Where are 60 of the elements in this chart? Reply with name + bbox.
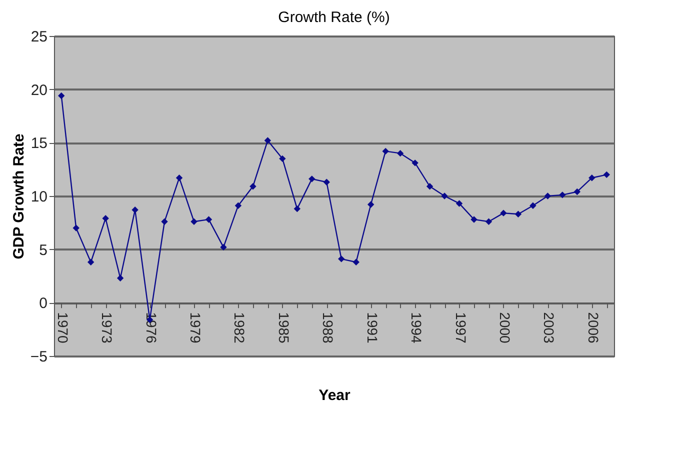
point: [500, 210, 507, 216]
point: [559, 192, 566, 198]
point: [485, 218, 492, 225]
point: [205, 216, 212, 223]
point: [396, 150, 404, 157]
point: [116, 274, 124, 282]
point: [87, 258, 94, 266]
point: [382, 148, 389, 155]
y-tick-label: 15: [30, 135, 48, 152]
point: [264, 137, 272, 144]
point: [132, 206, 138, 214]
x-tick-label: 1994: [408, 312, 425, 344]
point: [161, 218, 168, 225]
chart-title: Growth Rate (%): [278, 9, 390, 26]
y-tick-label: −5: [30, 348, 48, 366]
point: [544, 192, 552, 200]
x-tick-label: 1982: [232, 312, 248, 344]
x-tick-label: 2003: [541, 312, 558, 344]
point: [514, 210, 522, 218]
x-tick-label: 1997: [452, 312, 469, 344]
point: [426, 183, 434, 190]
point: [470, 216, 478, 223]
point: [294, 205, 301, 212]
point: [338, 256, 345, 262]
x-tick-label: 1991: [364, 312, 380, 344]
point: [574, 188, 581, 196]
point: [220, 244, 227, 251]
point: [603, 171, 610, 178]
x-axis-title: Year: [318, 387, 351, 404]
point: [441, 192, 448, 200]
y-axis-title: GDP Growth Rate: [10, 134, 28, 260]
x-tick-label: 1979: [188, 312, 204, 344]
point: [234, 202, 242, 209]
x-tick-label: 1985: [276, 312, 292, 344]
point: [72, 224, 80, 232]
point: [367, 201, 374, 208]
x-tick-label: 2006: [585, 312, 602, 344]
x-tick-label: 1976: [143, 312, 160, 344]
point: [588, 174, 596, 182]
point: [250, 183, 256, 190]
x-tick-label: 2000: [496, 312, 513, 344]
y-tick-label: 20: [30, 82, 48, 99]
x-tick-label: 1988: [320, 312, 336, 344]
x-tick-label: 1970: [54, 312, 71, 344]
y-tick-label: 5: [39, 242, 48, 259]
point: [102, 215, 109, 222]
point: [323, 178, 330, 186]
point: [456, 200, 463, 207]
y-tick-label: 10: [30, 188, 48, 206]
y-tick-label: 0: [39, 295, 48, 312]
point: [190, 218, 198, 225]
point: [279, 155, 286, 162]
point: [352, 258, 360, 266]
x-tick-label: 1973: [99, 312, 116, 344]
point: [58, 92, 65, 100]
point: [308, 176, 316, 182]
point: [530, 202, 536, 209]
point: [412, 160, 418, 166]
point: [176, 174, 183, 182]
y-tick-label: 25: [30, 28, 48, 46]
